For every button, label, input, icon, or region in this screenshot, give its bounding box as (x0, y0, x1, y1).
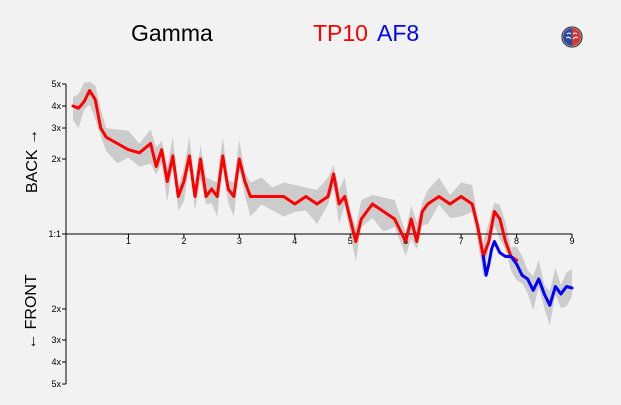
y-tick-label: 2x (51, 304, 61, 314)
series-line-tp10 (71, 89, 519, 262)
x-tick-label: 5 (348, 236, 353, 246)
band-title: Gamma (131, 20, 213, 46)
variability-band (73, 81, 572, 326)
x-tick-label: 8 (514, 236, 519, 246)
y-tick-label: 2x (51, 154, 61, 164)
y-tick-label: 4x (51, 101, 61, 111)
brain-icon[interactable] (561, 26, 583, 48)
series-line-af8 (481, 240, 574, 307)
x-tick-label: 3 (237, 236, 242, 246)
y-tick-label: 3x (51, 335, 61, 345)
x-tick-label: 4 (292, 236, 297, 246)
y-tick-label: 1:1 (48, 229, 61, 239)
x-tick-label: 2 (181, 236, 186, 246)
x-tick-label: 9 (569, 236, 574, 246)
y-tick-label: 3x (51, 123, 61, 133)
x-tick-label: 1 (126, 236, 131, 246)
x-tick-label: 7 (459, 236, 464, 246)
series-lines (71, 89, 574, 307)
confidence-band (73, 81, 572, 326)
y-tick-label: 5x (51, 379, 61, 389)
y-tick-label: 5x (51, 79, 61, 89)
front-axis-label: ← FRONT (23, 274, 40, 350)
channel-a-label: TP10 (313, 20, 368, 46)
channel-b-label: AF8 (377, 20, 420, 46)
y-tick-label: 4x (51, 357, 61, 367)
back-axis-label: BACK → (24, 129, 41, 194)
